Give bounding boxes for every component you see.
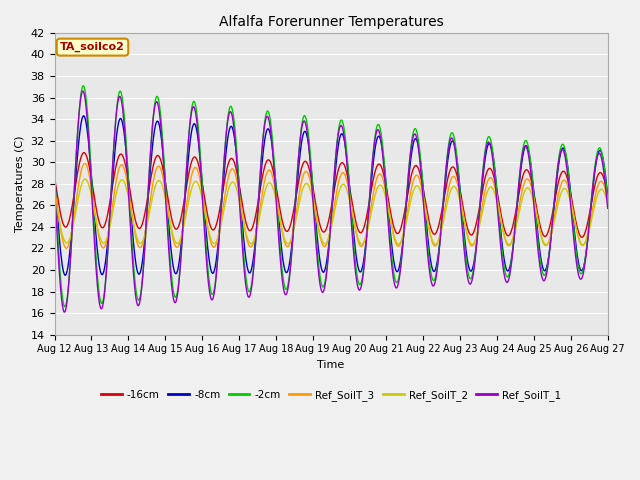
- Ref_SoilT_3: [94, 230, 102, 236]
- Ref_SoilT_3: [366, 210, 374, 216]
- Ref_SoilT_3: [81, 160, 88, 166]
- -8cm: [298, 141, 305, 146]
- -2cm: [366, 188, 374, 194]
- Ref_SoilT_1: [116, 95, 124, 100]
- -8cm: [61, 272, 69, 278]
- Ref_SoilT_1: [51, 183, 58, 189]
- -16cm: [604, 192, 612, 198]
- Ref_SoilT_2: [366, 218, 374, 224]
- Ref_SoilT_3: [116, 163, 124, 168]
- Ref_SoilT_1: [298, 127, 305, 133]
- -8cm: [286, 258, 294, 264]
- Ref_SoilT_1: [286, 270, 294, 276]
- -8cm: [94, 254, 102, 260]
- -2cm: [604, 196, 612, 202]
- Ref_SoilT_1: [94, 290, 102, 296]
- Line: -16cm: -16cm: [54, 153, 608, 237]
- Ref_SoilT_3: [308, 183, 316, 189]
- -8cm: [80, 113, 88, 119]
- Line: Ref_SoilT_1: Ref_SoilT_1: [54, 91, 608, 312]
- Ref_SoilT_3: [298, 180, 305, 185]
- Ref_SoilT_1: [79, 88, 87, 94]
- -16cm: [297, 167, 305, 173]
- -8cm: [116, 116, 124, 121]
- Ref_SoilT_2: [81, 176, 89, 182]
- Title: Alfalfa Forerunner Temperatures: Alfalfa Forerunner Temperatures: [219, 15, 444, 29]
- -2cm: [94, 280, 102, 286]
- Ref_SoilT_1: [366, 189, 374, 194]
- -16cm: [578, 234, 586, 240]
- Ref_SoilT_2: [94, 226, 102, 231]
- Ref_SoilT_2: [116, 179, 124, 184]
- Ref_SoilT_3: [51, 184, 58, 190]
- -8cm: [604, 193, 612, 199]
- -2cm: [286, 268, 294, 274]
- -2cm: [308, 165, 316, 171]
- Ref_SoilT_2: [285, 240, 293, 245]
- Ref_SoilT_3: [63, 245, 70, 251]
- Legend: -16cm, -8cm, -2cm, Ref_SoilT_3, Ref_SoilT_2, Ref_SoilT_1: -16cm, -8cm, -2cm, Ref_SoilT_3, Ref_Soil…: [97, 385, 566, 405]
- -2cm: [298, 124, 305, 130]
- Ref_SoilT_2: [297, 192, 305, 198]
- X-axis label: Time: Time: [317, 360, 345, 370]
- Y-axis label: Temperatures (C): Temperatures (C): [15, 135, 25, 232]
- Ref_SoilT_1: [61, 309, 68, 315]
- Ref_SoilT_1: [604, 205, 612, 211]
- -16cm: [116, 151, 124, 157]
- -16cm: [94, 213, 102, 219]
- Line: Ref_SoilT_3: Ref_SoilT_3: [54, 163, 608, 248]
- -2cm: [51, 170, 58, 176]
- -16cm: [366, 196, 374, 202]
- -16cm: [307, 174, 315, 180]
- Ref_SoilT_2: [604, 201, 612, 207]
- Ref_SoilT_1: [308, 175, 316, 181]
- -2cm: [61, 304, 68, 310]
- -2cm: [79, 83, 87, 89]
- -16cm: [80, 150, 88, 156]
- -8cm: [51, 171, 58, 177]
- -2cm: [116, 88, 124, 94]
- -8cm: [308, 167, 316, 173]
- Ref_SoilT_2: [579, 242, 587, 248]
- Line: Ref_SoilT_2: Ref_SoilT_2: [54, 179, 608, 245]
- Line: -8cm: -8cm: [54, 116, 608, 275]
- Ref_SoilT_2: [51, 192, 58, 198]
- -8cm: [366, 194, 374, 200]
- Text: TA_soilco2: TA_soilco2: [60, 42, 125, 52]
- Ref_SoilT_2: [307, 190, 315, 195]
- Line: -2cm: -2cm: [54, 86, 608, 307]
- Ref_SoilT_3: [286, 241, 294, 247]
- -16cm: [285, 225, 293, 230]
- Ref_SoilT_3: [604, 197, 612, 203]
- -16cm: [51, 175, 58, 180]
